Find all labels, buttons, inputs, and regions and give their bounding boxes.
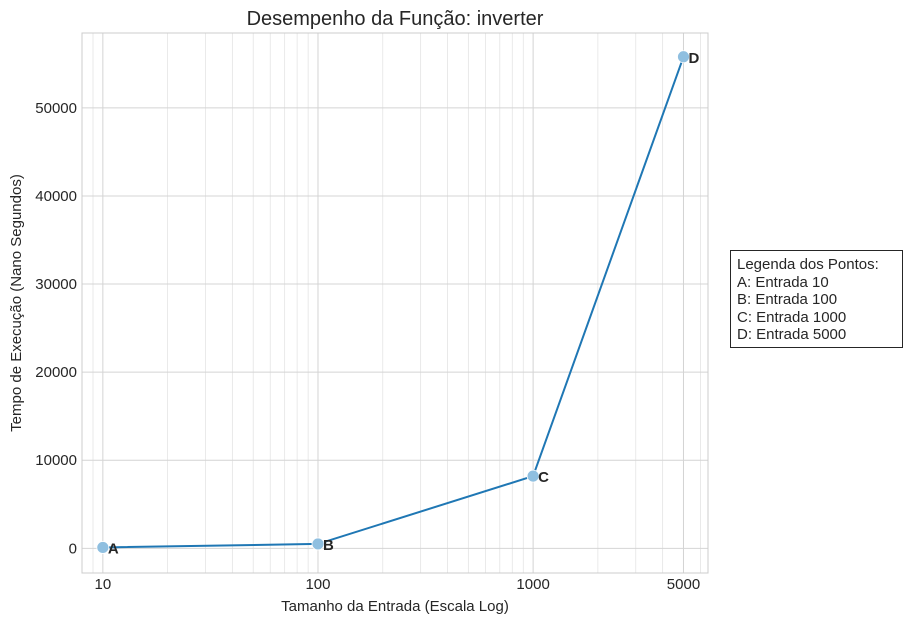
- x-tick-label: 10: [95, 576, 112, 593]
- data-point: [526, 469, 540, 483]
- data-point: [677, 50, 690, 64]
- y-tick-label: 40000: [35, 188, 77, 205]
- x-tick-label: 100: [305, 576, 330, 593]
- y-tick-label: 10000: [35, 452, 77, 469]
- plot-area: [82, 33, 708, 573]
- data-point: [96, 541, 110, 554]
- point-label: D: [688, 50, 699, 67]
- legend-entry-b: B: Entrada 100: [737, 291, 838, 308]
- series-line: [102, 56, 685, 549]
- x-axis-label: Tamanho da Entrada (Escala Log): [281, 598, 509, 615]
- grid: [81, 33, 708, 573]
- legend-entry-a: A: Entrada 10: [737, 273, 829, 291]
- x-tick-label: 5000: [667, 576, 700, 593]
- plot-frame: [81, 32, 709, 574]
- legend-title: Legenda dos Pontos:: [737, 256, 879, 273]
- y-tick-label: 0: [69, 540, 77, 557]
- x-tick-label: 1000: [516, 576, 549, 593]
- legend: Legenda dos Pontos: A: Entrada 10 B: Ent…: [730, 250, 903, 348]
- y-tick-label: 20000: [35, 364, 77, 381]
- point-label: B: [323, 537, 334, 554]
- point-label: A: [108, 540, 119, 557]
- chart-title: Desempenho da Função: inverter: [247, 8, 544, 30]
- legend-entry-c: C: Entrada 1000: [737, 308, 847, 326]
- y-axis-label: Tempo de Execução (Nano Segundos): [8, 174, 25, 432]
- legend-entry-d: D: Entrada 5000: [737, 326, 847, 343]
- y-tick-label: 50000: [35, 100, 77, 117]
- y-tick-label: 30000: [35, 276, 77, 293]
- data-point: [311, 537, 325, 551]
- point-label: C: [538, 469, 549, 486]
- series: A B C D: [96, 50, 699, 557]
